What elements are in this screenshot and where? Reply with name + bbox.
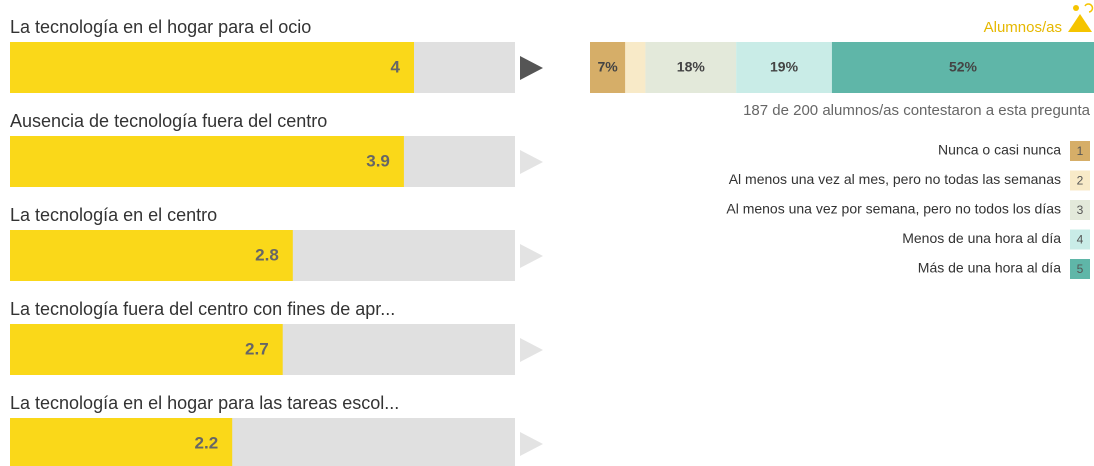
- legend-key: 4: [1077, 233, 1084, 247]
- segment-label: 18%: [677, 59, 706, 75]
- value-label: 4: [391, 57, 401, 76]
- select-arrow[interactable]: [520, 338, 543, 362]
- select-arrow[interactable]: [520, 244, 543, 268]
- legend-key: 3: [1077, 203, 1084, 217]
- row-label: La tecnología en el hogar para las tarea…: [10, 393, 399, 413]
- panel-title: Alumnos/as: [984, 19, 1062, 36]
- bar: [10, 324, 283, 375]
- value-label: 2.8: [255, 245, 279, 264]
- select-arrow[interactable]: [520, 150, 543, 174]
- row-label: La tecnología fuera del centro con fines…: [10, 299, 395, 319]
- segment-label: 19%: [770, 59, 799, 75]
- legend-swatch: [1070, 259, 1090, 279]
- caption: 187 de 200 alumnos/as contestaron a esta…: [743, 102, 1091, 119]
- value-label: 2.2: [195, 433, 219, 452]
- respondent-icon: [1068, 3, 1094, 32]
- legend-label: Más de una hora al día: [918, 260, 1061, 276]
- bar: [10, 42, 414, 93]
- legend-swatch: [1070, 141, 1090, 161]
- legend-swatch: [1070, 200, 1090, 220]
- segment-label: 7%: [598, 59, 619, 75]
- legend-label: Al menos una vez por semana, pero no tod…: [726, 201, 1061, 217]
- legend-key: 1: [1077, 144, 1084, 158]
- segment: [645, 42, 737, 93]
- row-label: Ausencia de tecnología fuera del centro: [10, 111, 327, 131]
- legend-key: 5: [1077, 262, 1084, 276]
- legend-label: Menos de una hora al día: [902, 230, 1061, 246]
- select-arrow[interactable]: [520, 56, 543, 80]
- legend-label: Nunca o casi nunca: [938, 142, 1061, 158]
- segment: [625, 42, 646, 93]
- segment: [590, 42, 626, 93]
- legend-label: Al menos una vez al mes, pero no todas l…: [729, 171, 1061, 187]
- row-label: La tecnología en el hogar para el ocio: [10, 17, 311, 37]
- value-label: 3.9: [366, 151, 390, 170]
- bar: [10, 418, 233, 466]
- legend-key: 2: [1077, 174, 1084, 188]
- segment: [736, 42, 832, 93]
- bar: [10, 230, 293, 281]
- segment-label: 52%: [949, 59, 978, 75]
- legend-swatch: [1070, 170, 1090, 191]
- value-label: 2.7: [245, 339, 269, 358]
- row-label: La tecnología en el centro: [10, 205, 217, 225]
- segment: [831, 42, 1094, 93]
- legend-swatch: [1070, 229, 1090, 250]
- bar: [10, 136, 404, 187]
- select-arrow[interactable]: [520, 432, 543, 456]
